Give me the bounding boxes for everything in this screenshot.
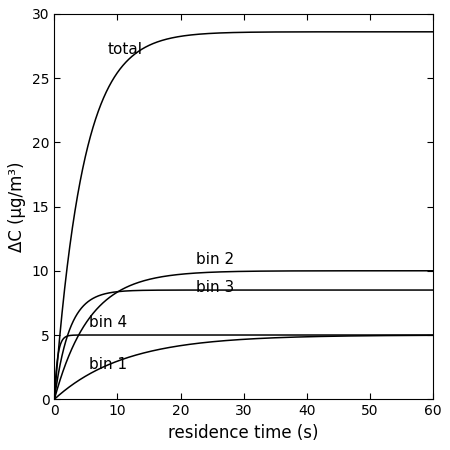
Text: bin 2: bin 2 xyxy=(196,252,234,267)
X-axis label: residence time (s): residence time (s) xyxy=(168,423,319,441)
Text: bin 1: bin 1 xyxy=(89,357,127,372)
Text: total: total xyxy=(108,42,143,57)
Text: bin 3: bin 3 xyxy=(196,280,234,295)
Y-axis label: ΔC (μg/m³): ΔC (μg/m³) xyxy=(9,161,27,252)
Text: bin 4: bin 4 xyxy=(89,315,127,330)
